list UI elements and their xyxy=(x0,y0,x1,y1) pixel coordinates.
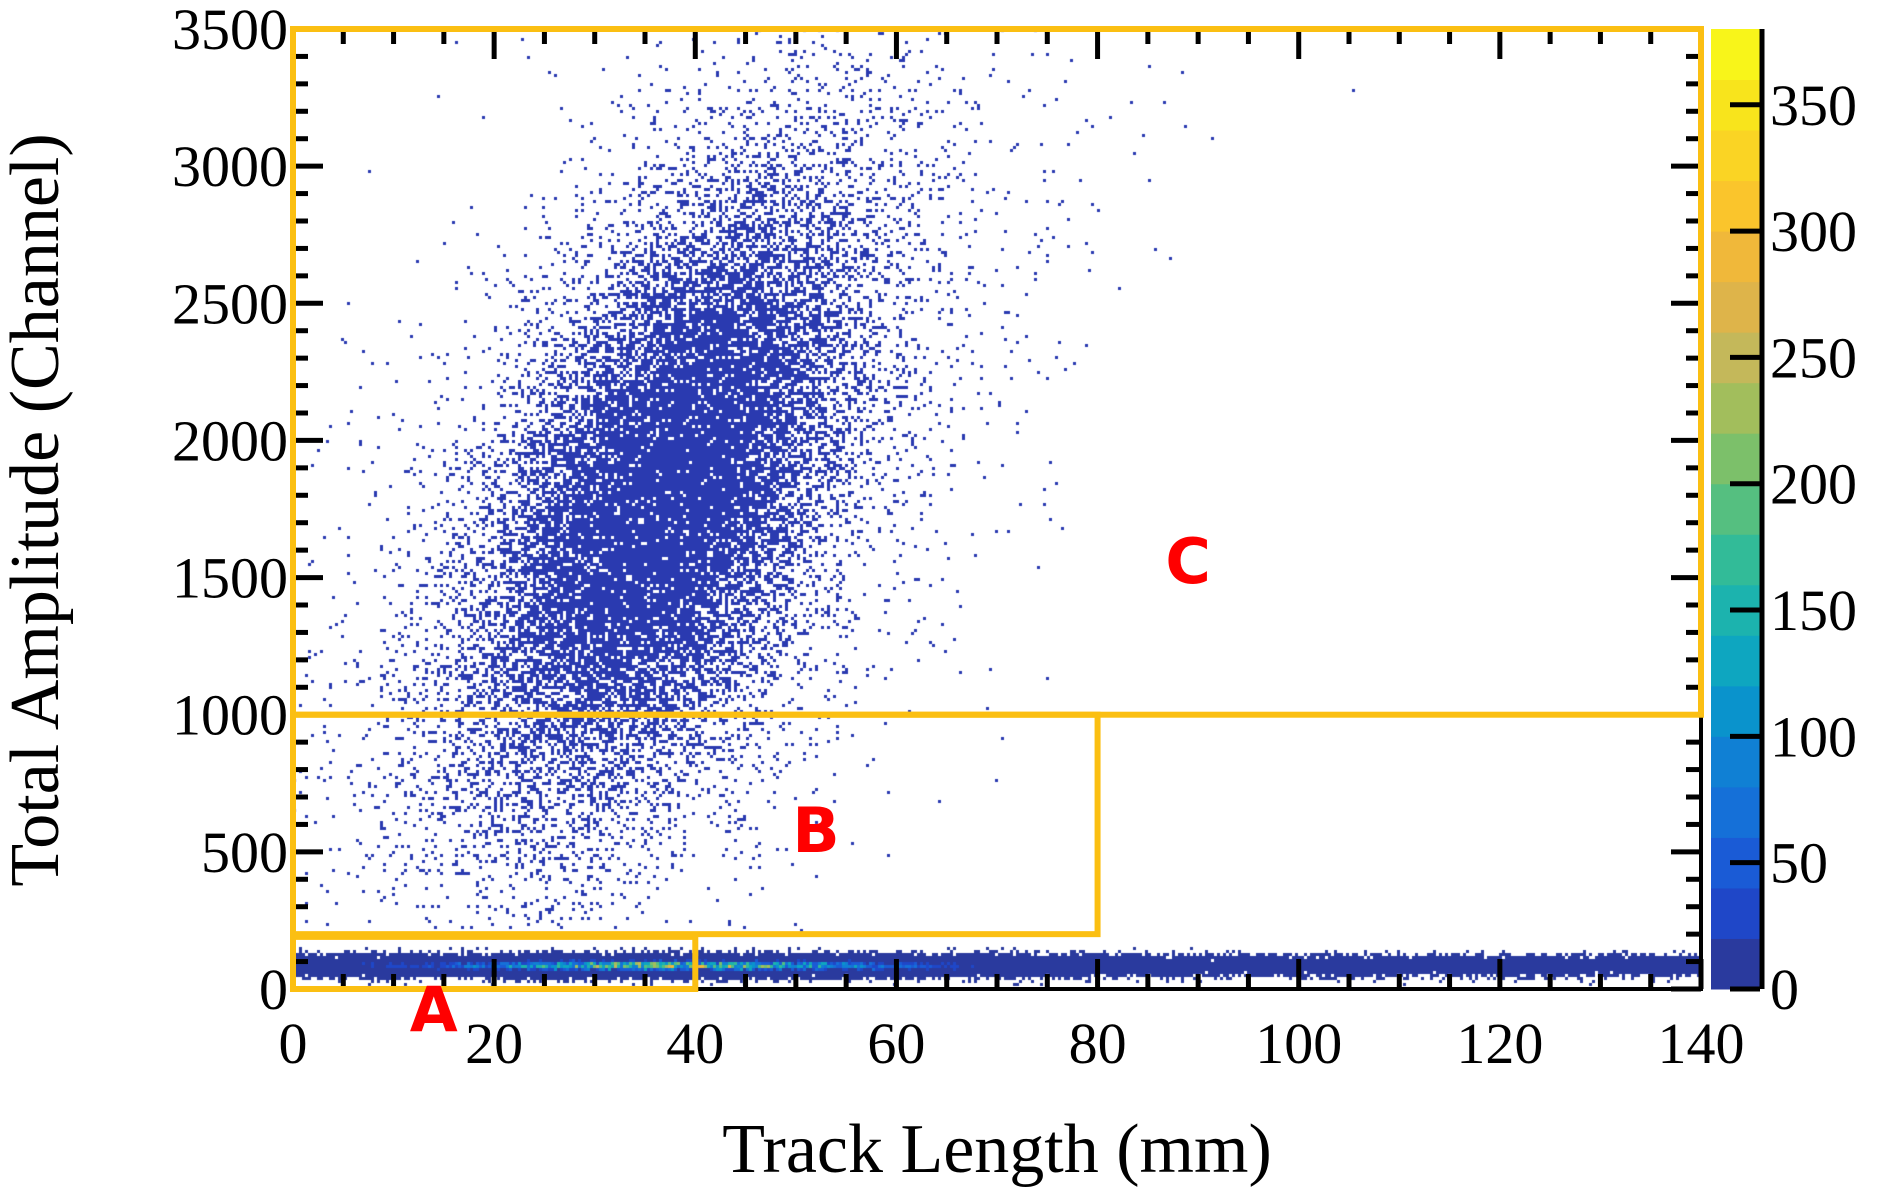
y-tick-label: 0 xyxy=(259,957,288,1022)
y-tick-label: 1000 xyxy=(172,683,288,748)
x-tick-label: 20 xyxy=(465,1011,523,1076)
colorbar-tick-label: 300 xyxy=(1770,199,1857,264)
colorbar-bin xyxy=(1711,29,1760,81)
colorbar-bin xyxy=(1711,231,1760,283)
y-tick-label: 1500 xyxy=(172,546,288,611)
regions: A B C xyxy=(290,26,1704,1047)
y-tick-label: 2000 xyxy=(172,408,288,473)
colorbar-bin xyxy=(1711,887,1760,939)
x-tick-label: 140 xyxy=(1658,1011,1745,1076)
colorbar-tick-label: 250 xyxy=(1770,325,1857,390)
colorbar-tick-label: 200 xyxy=(1770,452,1857,517)
colorbar-tick-label: 350 xyxy=(1770,73,1857,138)
colorbar-bin xyxy=(1711,281,1760,333)
colorbar-bin xyxy=(1711,130,1760,182)
x-tick-label: 120 xyxy=(1456,1011,1543,1076)
colorbar-bin xyxy=(1711,736,1760,788)
y-tick-label: 3500 xyxy=(172,0,288,62)
plot-frame xyxy=(291,27,1703,991)
region-C-label: C xyxy=(1165,525,1211,598)
colorbar-bin xyxy=(1711,433,1760,485)
y-tick-label: 500 xyxy=(201,820,288,885)
x-axis-title: Track Length (mm) xyxy=(722,1111,1272,1188)
x-tick-label: 60 xyxy=(867,1011,925,1076)
colorbar-bin xyxy=(1711,685,1760,737)
colorbar-bin xyxy=(1711,635,1760,687)
scatter-density-canvas xyxy=(293,29,1701,989)
colorbar-bin xyxy=(1711,382,1760,434)
region-B-box xyxy=(290,711,1101,938)
region-A-label: A xyxy=(410,974,458,1047)
colorbar-bin xyxy=(1711,786,1760,838)
colorbar-tick-label: 0 xyxy=(1770,957,1799,1022)
colorbar-tick-label: 150 xyxy=(1770,578,1857,643)
axes: 0 20 40 60 80 100 120 140 0 500 1000 1500 2000 2500 30… xyxy=(172,0,1745,1076)
region-B-label: B xyxy=(792,794,839,867)
x-tick-label: 100 xyxy=(1255,1011,1342,1076)
x-tick-label: 0 xyxy=(279,1011,308,1076)
colorbar: 0 50 100 150 200 250 300 350 xyxy=(1711,29,1857,1022)
colorbar-bin xyxy=(1711,180,1760,232)
colorbar-tick-label: 100 xyxy=(1770,704,1857,769)
y-tick-label: 3000 xyxy=(172,134,288,199)
colorbar-bin xyxy=(1711,534,1760,586)
x-tick-label: 40 xyxy=(666,1011,724,1076)
colorbar-bin xyxy=(1711,938,1760,990)
x-tick-label: 80 xyxy=(1069,1011,1127,1076)
y-axis-title: Total Amplitude (Channel) xyxy=(0,133,74,886)
colorbar-bin xyxy=(1711,483,1760,535)
y-tick-label: 2500 xyxy=(172,271,288,336)
region-C-box xyxy=(290,26,1704,718)
colorbar-tick-label: 50 xyxy=(1770,831,1828,896)
